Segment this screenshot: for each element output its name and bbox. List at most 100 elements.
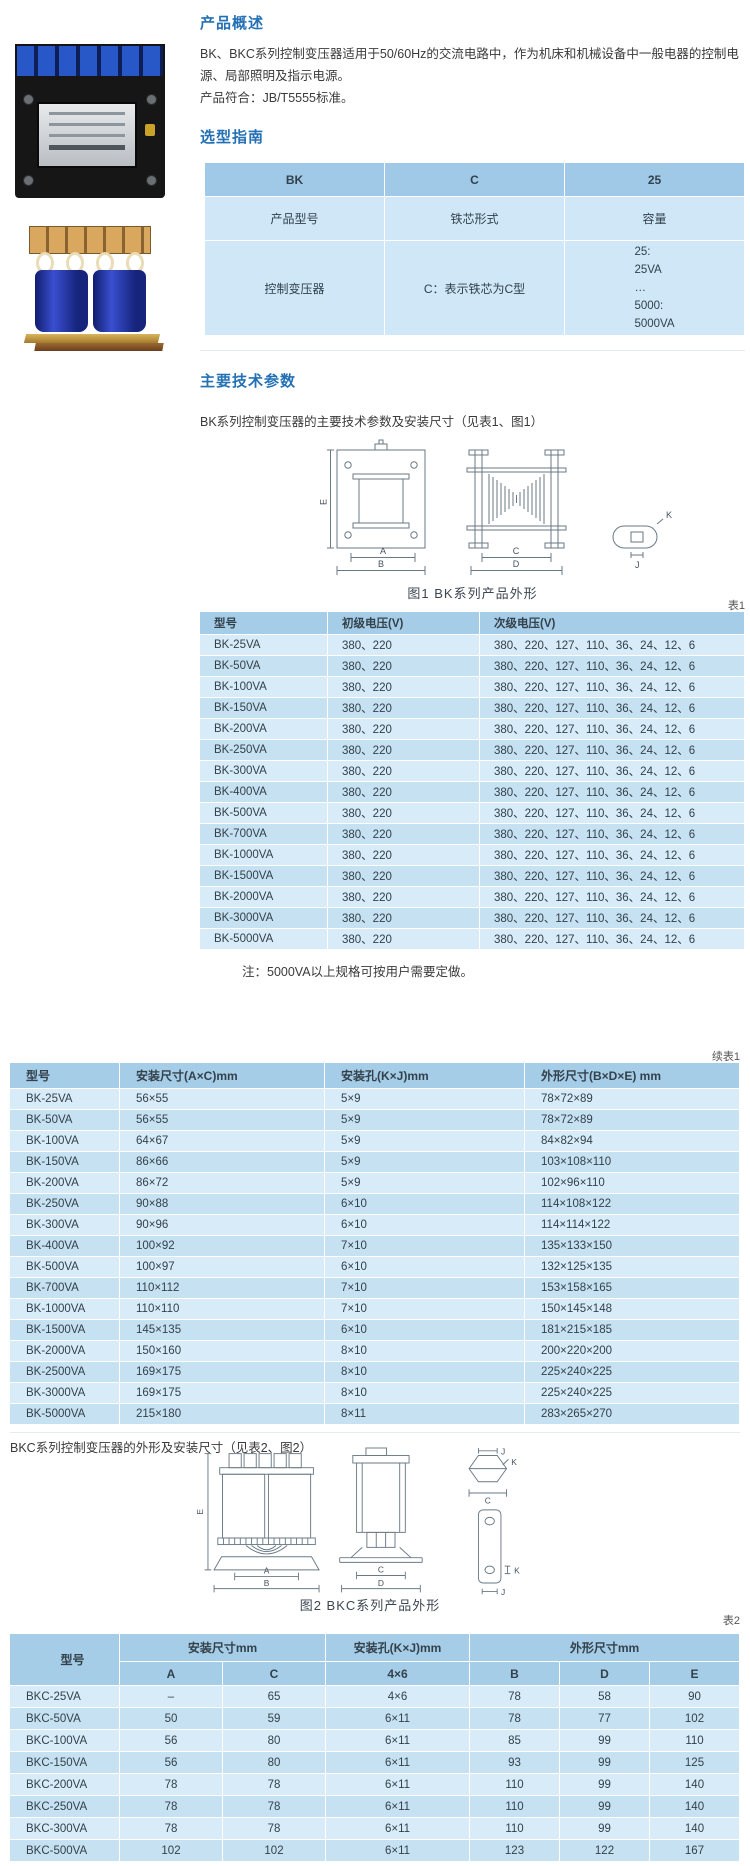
cell-mount-size: 100×97 xyxy=(120,1257,325,1278)
cell-mount-size: 56×55 xyxy=(120,1110,325,1131)
table-row: BK-700VA 110×112 7×10 153×158×165 xyxy=(10,1278,740,1299)
table1-header-row: 型号 初级电压(V) 次级电压(V) xyxy=(200,612,745,635)
table-row: BK-50VA 380、220 380、220、127、110、36、24、12… xyxy=(200,656,745,677)
photo-base xyxy=(34,343,164,351)
header-cell-model: 型号 xyxy=(200,612,328,635)
cell-mount-hole: 5×9 xyxy=(325,1089,525,1110)
cell-hole: 6×11 xyxy=(326,1752,470,1774)
cell-outline-size: 132×125×135 xyxy=(525,1257,740,1278)
table1-note: 注：5000VA以上规格可按用户需要定做。 xyxy=(242,965,474,979)
cell-secondary-voltage: 380、220、127、110、36、24、12、6 xyxy=(480,908,745,929)
fig1-side-view: C D xyxy=(466,449,567,575)
overview-paragraph: BK、BKC系列控制变压器适用于50/60Hz的交流电路中，作为机床和机械设备中… xyxy=(200,47,739,83)
cell-d: 77 xyxy=(560,1708,650,1730)
selection-guide-table: BK C 25 产品型号 铁芯形式 容量 控制变压器 C：表示铁芯为C型 25:… xyxy=(205,163,745,336)
selection-value-row: 控制变压器 C：表示铁芯为C型 25: 25VA … 5000: 5000VA xyxy=(205,241,745,336)
cell-model: BKC-100VA xyxy=(10,1730,120,1752)
cell-mount-hole: 6×10 xyxy=(325,1194,525,1215)
cell-model: BKC-500VA xyxy=(10,1840,120,1862)
cell-c: 80 xyxy=(223,1730,326,1752)
dim-label-a: A xyxy=(264,1566,270,1576)
cell-mount-size: 86×72 xyxy=(120,1173,325,1194)
cell-a: 78 xyxy=(120,1774,223,1796)
dim-label-k: K xyxy=(511,1457,517,1467)
table-row: BK-700VA 380、220 380、220、127、110、36、24、1… xyxy=(200,824,745,845)
cell-primary-voltage: 380、220 xyxy=(328,782,480,803)
cell-mount-size: 169×175 xyxy=(120,1362,325,1383)
photo-screw xyxy=(146,175,157,186)
table-row: BK-3000VA 169×175 8×10 225×240×225 xyxy=(10,1383,740,1404)
cell-outline-size: 84×82×94 xyxy=(525,1131,740,1152)
cell-d: 99 xyxy=(560,1730,650,1752)
table-row: BK-200VA 380、220 380、220、127、110、36、24、1… xyxy=(200,719,745,740)
cell-mount-size: 90×88 xyxy=(120,1194,325,1215)
photo-transformer-body xyxy=(15,76,165,198)
cell-model: BK-5000VA xyxy=(200,929,328,950)
table-row: BK-200VA 86×72 5×9 102×96×110 xyxy=(10,1173,740,1194)
cell-outline-size: 150×145×148 xyxy=(525,1299,740,1320)
cell-secondary-voltage: 380、220、127、110、36、24、12、6 xyxy=(480,719,745,740)
header-cell: C xyxy=(385,163,565,197)
table-row: BK-300VA 90×96 6×10 114×114×122 xyxy=(10,1215,740,1236)
cell-primary-voltage: 380、220 xyxy=(328,908,480,929)
cell-a: – xyxy=(120,1686,223,1708)
header-cell-model: 型号 xyxy=(10,1063,120,1089)
table-row: BK-250VA 90×88 6×10 114×108×122 xyxy=(10,1194,740,1215)
cell-mount-hole: 8×10 xyxy=(325,1362,525,1383)
nameplate-line xyxy=(49,134,125,137)
dim-label-k: K xyxy=(514,1566,520,1576)
photo-terminal-strip xyxy=(29,226,151,254)
cell-e: 140 xyxy=(650,1818,740,1840)
nameplate-line xyxy=(49,112,125,115)
label-cell: 铁芯形式 xyxy=(385,197,565,241)
dim-label-j: J xyxy=(635,560,640,570)
header-cell-mount-size: 安装尺寸(A×C)mm xyxy=(120,1063,325,1089)
cell-outline-size: 181×215×185 xyxy=(525,1320,740,1341)
cell-mount-hole: 5×9 xyxy=(325,1131,525,1152)
photo-nameplate xyxy=(39,104,135,166)
cell-a: 50 xyxy=(120,1708,223,1730)
photo-terminal-strip xyxy=(15,44,165,76)
nameplate-line xyxy=(49,145,125,150)
cell-model: BK-300VA xyxy=(10,1215,120,1236)
header-cell-mount-hole: 安装孔(K×J)mm xyxy=(326,1634,470,1662)
table-row: BK-2500VA 169×175 8×10 225×240×225 xyxy=(10,1362,740,1383)
table-row: BK-150VA 380、220 380、220、127、110、36、24、1… xyxy=(200,698,745,719)
cell-e: 125 xyxy=(650,1752,740,1774)
cell-mount-size: 90×96 xyxy=(120,1215,325,1236)
cell-a: 56 xyxy=(120,1730,223,1752)
cell-model: BK-1000VA xyxy=(200,845,328,866)
cell-mount-hole: 8×10 xyxy=(325,1341,525,1362)
table2-header: 型号 安装尺寸mm 安装孔(K×J)mm 外形尺寸mm A C 4×6 B D … xyxy=(10,1634,740,1686)
cell-b: 123 xyxy=(470,1840,560,1862)
table1-continued-dimensions: 型号 安装尺寸(A×C)mm 安装孔(K×J)mm 外形尺寸(B×D×E) mm… xyxy=(10,1063,740,1425)
table2-body: BKC-25VA – 65 4×6 78 58 90 BKC-50VA 50 5… xyxy=(10,1686,740,1862)
label-cell: 容量 xyxy=(565,197,745,241)
header-cell-outline-size: 外形尺寸(B×D×E) mm xyxy=(525,1063,740,1089)
fig2-front-view: E A B xyxy=(195,1453,320,1593)
cell-hole: 6×11 xyxy=(326,1708,470,1730)
capacity-lines: 25: 25VA … 5000: 5000VA xyxy=(634,243,674,333)
capacity-line: 5000: xyxy=(634,300,664,312)
cell-primary-voltage: 380、220 xyxy=(328,698,480,719)
cell-b: 85 xyxy=(470,1730,560,1752)
cell-primary-voltage: 380、220 xyxy=(328,866,480,887)
cell-primary-voltage: 380、220 xyxy=(328,845,480,866)
cell-d: 99 xyxy=(560,1818,650,1840)
cell-model: BK-400VA xyxy=(200,782,328,803)
cell-mount-hole: 8×11 xyxy=(325,1404,525,1425)
cell-secondary-voltage: 380、220、127、110、36、24、12、6 xyxy=(480,761,745,782)
cell-secondary-voltage: 380、220、127、110、36、24、12、6 xyxy=(480,698,745,719)
header-cell-mount-size: 安装尺寸mm xyxy=(120,1634,326,1662)
overview-standard: 产品符合：JB/T5555标准。 xyxy=(200,91,354,105)
cell-model: BK-300VA xyxy=(200,761,328,782)
cell-primary-voltage: 380、220 xyxy=(328,929,480,950)
cell-b: 78 xyxy=(470,1686,560,1708)
table-row: BKC-50VA 50 59 6×11 78 77 102 xyxy=(10,1708,740,1730)
cell-model: BK-1000VA xyxy=(10,1299,120,1320)
cell-outline-size: 78×72×89 xyxy=(525,1089,740,1110)
cell-outline-size: 103×108×110 xyxy=(525,1152,740,1173)
cell-d: 58 xyxy=(560,1686,650,1708)
cell-model: BK-1500VA xyxy=(200,866,328,887)
cell-mount-size: 169×175 xyxy=(120,1383,325,1404)
